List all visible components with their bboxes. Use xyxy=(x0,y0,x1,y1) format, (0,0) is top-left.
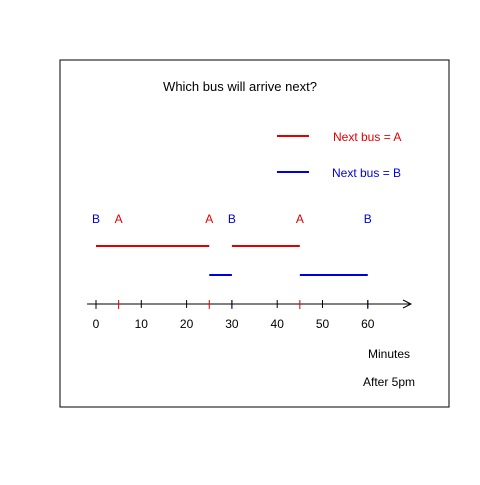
axis-arrow-icon xyxy=(402,299,413,309)
axis-label: Minutes xyxy=(368,347,410,361)
time-axis: 0 10 20 30 40 50 60 xyxy=(87,299,413,331)
axis-tick-label: 20 xyxy=(180,317,194,331)
arrival-label-b: B xyxy=(364,212,372,226)
legend-label-next-a: Next bus = A xyxy=(333,130,401,144)
arrival-label-a: A xyxy=(115,212,123,226)
plot-frame xyxy=(59,59,450,408)
axis-tick-label: 10 xyxy=(135,317,149,331)
axis-tick-label: 40 xyxy=(271,317,285,331)
axis-tick-label: 0 xyxy=(93,317,100,331)
axis-tick-label: 30 xyxy=(225,317,239,331)
interval-bars xyxy=(96,245,368,276)
arrival-label-b: B xyxy=(228,212,236,226)
axis-tick-label: 50 xyxy=(316,317,330,331)
arrival-label-b: B xyxy=(92,212,100,226)
arrival-label-a: A xyxy=(296,212,304,226)
arrival-label-a: A xyxy=(205,212,213,226)
legend: Next bus = A Next bus = B xyxy=(277,130,401,180)
legend-label-next-b: Next bus = B xyxy=(332,166,401,180)
axis-tick-label: 60 xyxy=(361,317,375,331)
axis-note: After 5pm xyxy=(363,375,415,389)
diagram-title: Which bus will arrive next? xyxy=(163,79,317,94)
